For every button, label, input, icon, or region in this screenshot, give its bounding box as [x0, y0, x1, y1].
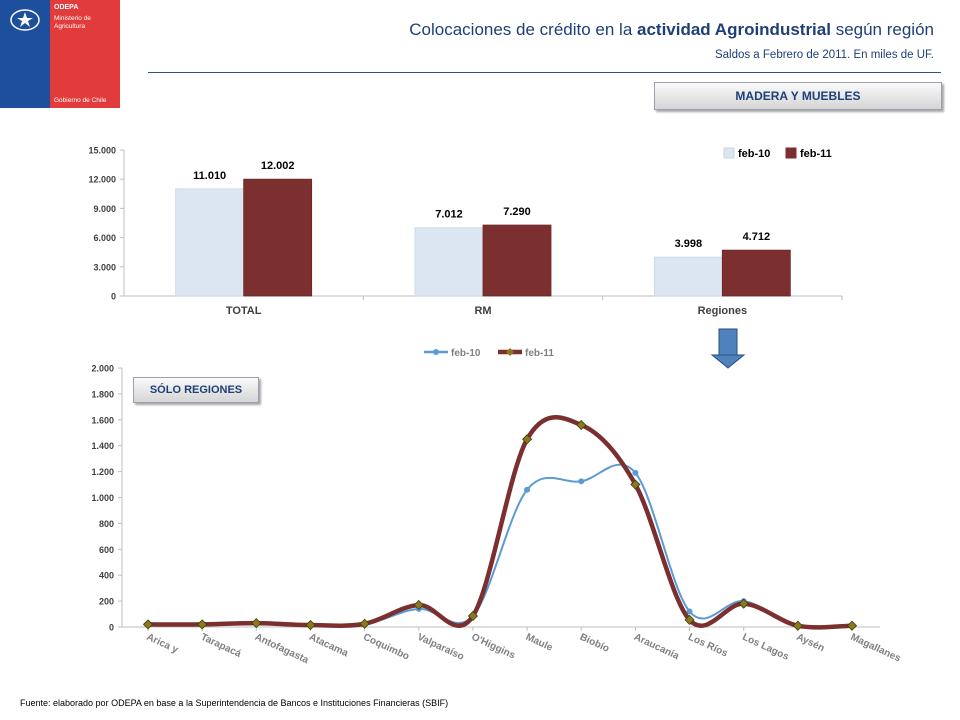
- line-point-feb-10: [578, 478, 585, 485]
- bar-x-tick-label: TOTAL: [226, 305, 262, 317]
- line-point-feb-11: [576, 419, 587, 431]
- line-x-tick-label: Antofagasta: [253, 632, 310, 667]
- line-x-tick-label: Los Ríos: [686, 632, 729, 660]
- line-y-tick-label: 600: [99, 545, 114, 555]
- line-y-tick-label: 800: [99, 519, 114, 529]
- line-x-tick-label: Araucanía: [632, 632, 681, 663]
- sector-button[interactable]: MADERA Y MUEBLES: [654, 82, 942, 110]
- line-series-feb-11: [147, 415, 853, 630]
- line-y-tick-label: 2.000: [91, 364, 114, 374]
- bar-y-tick-label: 0: [111, 292, 116, 302]
- bar-feb-10: [414, 227, 484, 297]
- line-point-feb-11: [630, 479, 641, 490]
- line-y-tick-label: 0: [109, 623, 114, 633]
- line-point-feb-11: [846, 620, 858, 631]
- line-point-feb-10: [686, 608, 693, 615]
- bar-y-tick-label: 3.000: [93, 262, 116, 272]
- source-note: Fuente: elaborado por ODEPA en base a la…: [20, 698, 449, 708]
- line-point-feb-11: [359, 618, 370, 629]
- line-point-feb-11: [522, 434, 533, 445]
- bar-data-label: 12.002: [261, 160, 295, 172]
- line-y-tick-label: 400: [99, 571, 114, 581]
- bar-x-tick-label: RM: [474, 305, 491, 317]
- line-point-feb-10: [524, 486, 531, 493]
- line-legend-marker: [506, 348, 514, 356]
- bar-feb-11: [482, 224, 552, 297]
- line-legend-marker: [433, 349, 439, 355]
- regions-button[interactable]: SÓLO REGIONES: [133, 377, 259, 403]
- bar-chart: 0 3.000 6.000 9.000 12.000 15.000 TOTAL 11.010 1…: [88, 144, 843, 317]
- bar-data-label: 11.010: [193, 170, 226, 182]
- line-x-tick-label: Arica y: [145, 632, 180, 656]
- line-y-tick-label: 200: [99, 597, 114, 607]
- title-pre: Colocaciones de crédito en la: [409, 20, 637, 39]
- line-x-tick-label: Aysén: [795, 632, 827, 655]
- line-point-feb-11: [251, 618, 262, 629]
- line-x-tick-label: Valparaíso: [416, 632, 466, 663]
- line-legend-label: feb-10: [451, 348, 481, 359]
- logo-blue-panel: [0, 0, 50, 108]
- line-point-feb-11: [792, 620, 803, 631]
- line-legend-label: feb-11: [525, 348, 554, 359]
- bar-x-tick-label: Regiones: [698, 305, 748, 317]
- line-point-feb-11: [467, 610, 478, 622]
- bar-legend-swatch: [723, 147, 735, 159]
- bar-y-tick-label: 6.000: [93, 233, 116, 243]
- header-divider: [148, 72, 941, 73]
- bar-data-label: 3.998: [675, 238, 703, 250]
- bar-feb-11: [721, 249, 791, 297]
- bar-feb-10: [653, 256, 723, 297]
- line-point-feb-11: [305, 619, 316, 631]
- title-bold: actividad Agroindustrial: [637, 20, 831, 39]
- logo-ministry: Ministerio de Agricultura: [54, 15, 91, 31]
- line-x-tick-label: Atacama: [307, 632, 350, 660]
- line-y-tick-label: 1.000: [91, 493, 114, 503]
- logo-red-panel: [50, 0, 120, 108]
- bar-y-tick-label: 9.000: [93, 204, 116, 214]
- line-point-feb-11: [738, 598, 749, 609]
- line-y-tick-label: 1.600: [91, 415, 114, 425]
- chile-coat-of-arms-icon: [10, 9, 40, 31]
- bar-legend-label: feb-10: [738, 148, 770, 160]
- line-point-feb-11: [684, 614, 695, 625]
- logo-ministry-line2: Agricultura: [54, 23, 86, 30]
- down-arrow-icon: [710, 328, 746, 369]
- bar-data-label: 4.712: [743, 231, 771, 243]
- bar-data-label: 7.290: [503, 206, 531, 218]
- line-point-feb-11: [413, 599, 424, 611]
- bar-legend-label: feb-11: [800, 148, 832, 160]
- title-post: según región: [830, 20, 934, 39]
- line-point-feb-11: [197, 619, 208, 630]
- bar-y-tick-label: 15.000: [88, 146, 116, 156]
- line-y-tick-label: 1.200: [91, 467, 114, 477]
- line-x-tick-label: O'Higgins: [470, 632, 517, 662]
- line-y-tick-label: 1.800: [91, 389, 114, 399]
- line-x-tick-label: Magallanes: [849, 632, 903, 665]
- bar-feb-11: [243, 178, 313, 297]
- bar-feb-10: [175, 188, 245, 297]
- line-y-tick-label: 1.400: [91, 441, 114, 451]
- logo-org-name: ODEPA: [54, 4, 79, 11]
- line-x-tick-label: Tarapacá: [199, 632, 243, 660]
- line-x-tick-label: Maule: [524, 632, 555, 654]
- bar-y-tick-label: 12.000: [88, 175, 116, 185]
- line-x-tick-label: Coquimbo: [361, 632, 410, 663]
- page-subtitle: Saldos a Febrero de 2011. En miles de UF…: [714, 49, 934, 61]
- bar-data-label: 7.012: [435, 209, 463, 221]
- line-point-feb-11: [142, 619, 154, 630]
- logo-ministry-line1: Ministerio de: [54, 15, 91, 22]
- logo-government: Gobierno de Chile: [54, 97, 107, 104]
- odepa-logo: ODEPA Ministerio de Agricultura Gobierno…: [0, 0, 120, 108]
- line-x-tick-label: Biobío: [578, 632, 611, 655]
- page-title: Colocaciones de crédito en la actividad …: [409, 20, 934, 40]
- bar-legend-swatch: [785, 147, 797, 159]
- line-x-tick-label: Los Lagos: [740, 632, 790, 663]
- line-point-feb-10: [632, 469, 639, 476]
